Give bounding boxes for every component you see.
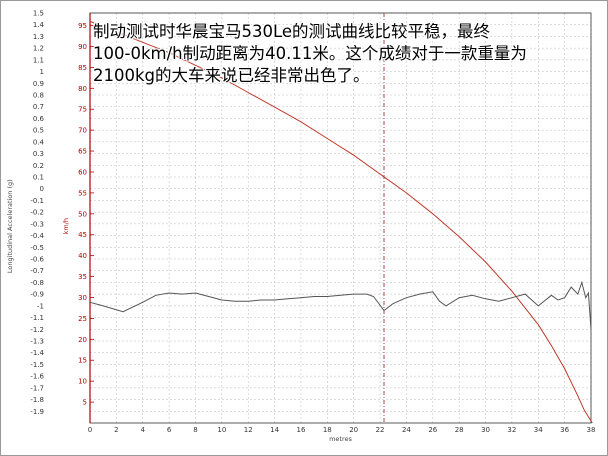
left-tick-label: 0.4 — [33, 138, 45, 146]
x-tick-label: 4 — [141, 426, 146, 434]
x-tick-label: 24 — [402, 426, 411, 434]
left-tick-label: 0.7 — [33, 103, 44, 111]
left-tick-label: 1.4 — [33, 21, 45, 29]
x-tick-label: 16 — [296, 426, 305, 434]
x-tick-label: 14 — [270, 426, 279, 434]
right-tick-label: 60 — [78, 168, 87, 176]
left-tick-label: 0.8 — [33, 92, 44, 100]
right-tick-label: 20 — [78, 336, 87, 344]
right-tick-label: 50 — [78, 210, 87, 218]
x-tick-label: 20 — [349, 426, 358, 434]
x-tick-label: 32 — [507, 426, 516, 434]
left-tick-label: 0.5 — [33, 127, 44, 135]
caption-line-2: 100-0km/h制动距离为40.11米。这个成绩对于一款重量为 — [93, 44, 527, 63]
right-tick-label: 95 — [78, 22, 87, 30]
x-axis-title: metres — [329, 435, 352, 443]
x-tick-label: 26 — [428, 426, 437, 434]
right-tick-label: 65 — [78, 148, 87, 156]
left-tick-label: -0.7 — [30, 267, 44, 275]
series-layer — [89, 20, 593, 424]
left-tick-label: -1.4 — [30, 349, 44, 357]
left-tick-label: -0.1 — [30, 197, 44, 205]
left-tick-label: -0.5 — [30, 244, 44, 252]
right-tick-label: 75 — [78, 106, 87, 114]
caption-line-1: 制动测试时华晨宝马530Le的测试曲线比较平稳，最终 — [93, 22, 491, 41]
left-tick-label: -1.1 — [30, 314, 44, 322]
x-tick-label: 36 — [560, 426, 569, 434]
left-tick-label: 1.1 — [33, 56, 44, 64]
x-tick-label: 34 — [534, 426, 543, 434]
left-tick-label: -0.9 — [30, 291, 44, 299]
speed-series-line — [89, 20, 593, 424]
x-axis-ticks: 0 2 4 6 8 10 12 14 16 18 20 22 24 26 28 30 32 34 36 38 — [88, 426, 596, 434]
right-tick-label: 90 — [78, 43, 87, 51]
left-axis-ticks: 1.5 1.4 1.3 1.2 1.1 1 0.9 0.8 0.7 0.6 0.5 0.4 0.3 0.2… — [30, 10, 44, 416]
x-tick-label: 18 — [323, 426, 332, 434]
left-tick-label: -1.6 — [30, 373, 44, 381]
left-tick-label: -1.7 — [30, 384, 44, 392]
x-tick-label: 10 — [217, 426, 226, 434]
left-tick-label: -1.2 — [30, 326, 44, 334]
left-tick-label: 1 — [40, 68, 44, 76]
left-tick-label: 0.9 — [33, 80, 44, 88]
left-tick-label: -1 — [37, 302, 44, 310]
right-axis-ticks: 95 90 85 80 75 70 65 60 55 50 45 40 35 30 25 20 15 10 5 — [78, 22, 94, 407]
right-tick-label: 40 — [78, 252, 87, 260]
x-tick-label: 28 — [455, 426, 464, 434]
left-tick-label: -1.9 — [30, 408, 44, 416]
left-tick-label: -0.8 — [30, 279, 44, 287]
left-tick-label: -0.6 — [30, 256, 44, 264]
x-tick-label: 38 — [587, 426, 596, 434]
right-tick-label: 70 — [78, 127, 87, 135]
left-tick-label: 1.5 — [33, 10, 44, 18]
right-axis-title: km/h — [62, 218, 70, 234]
caption-line-3: 2100kg的大车来说已经非常出色了。 — [93, 66, 370, 85]
right-tick-label: 45 — [78, 231, 87, 239]
left-tick-label: 0.6 — [33, 115, 45, 123]
x-tick-label: 6 — [167, 426, 172, 434]
right-tick-label: 15 — [78, 357, 87, 365]
x-tick-label: 8 — [193, 426, 197, 434]
right-tick-label: 25 — [78, 315, 87, 323]
right-tick-label: 35 — [78, 273, 87, 281]
x-tick-label: 22 — [376, 426, 385, 434]
left-tick-label: -0.4 — [30, 232, 44, 240]
left-tick-label: -1.8 — [30, 396, 44, 404]
right-tick-label: 10 — [78, 378, 87, 386]
caption-text: 制动测试时华晨宝马530Le的测试曲线比较平稳，最终 100-0km/h制动距离… — [93, 21, 598, 87]
left-tick-label: 0.1 — [33, 174, 44, 182]
x-tick-label: 30 — [481, 426, 490, 434]
x-tick-label: 0 — [88, 426, 92, 434]
right-tick-label: 85 — [78, 64, 87, 72]
left-tick-label: 1.3 — [33, 33, 44, 41]
left-tick-label: 0 — [40, 185, 44, 193]
x-tick-label: 12 — [244, 426, 253, 434]
left-tick-label: 0.2 — [33, 162, 44, 170]
left-tick-label: -0.2 — [30, 209, 44, 217]
acceleration-series-line — [89, 280, 592, 330]
right-tick-label: 30 — [78, 294, 87, 302]
left-tick-label: 0.3 — [33, 150, 44, 158]
right-tick-label: 80 — [78, 85, 87, 93]
left-tick-label: -1.5 — [30, 361, 44, 369]
left-tick-label: -1.3 — [30, 338, 44, 346]
left-tick-label: 1.2 — [33, 45, 44, 53]
left-axis-title: Longitudinal Acceleration (g) — [6, 179, 14, 273]
right-tick-label: 5 — [83, 399, 87, 407]
left-tick-label: -0.3 — [30, 220, 44, 228]
x-tick-label: 2 — [114, 426, 118, 434]
right-tick-label: 55 — [78, 189, 87, 197]
